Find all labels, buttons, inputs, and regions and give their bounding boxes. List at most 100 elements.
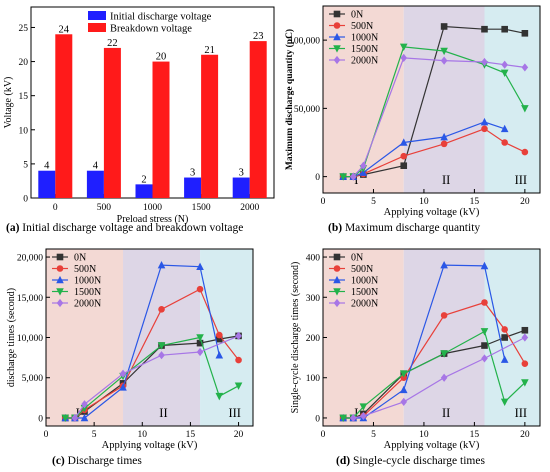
chart-b-ylabel: Maximum discharge quantity (pC) [284, 29, 295, 170]
chart-a-bar-initial [232, 177, 250, 198]
chart-b-legend-2000N: 2000N [351, 56, 378, 67]
chart-b-point-0N [481, 25, 488, 33]
chart-d-legend-marker [333, 265, 341, 272]
chart-a-xlabel: Preload stress (N) [117, 214, 189, 225]
chart-b-point-500N [440, 140, 448, 148]
chart-d-legend-500N: 500N [351, 264, 373, 275]
chart-b-legend-500N: 500N [351, 21, 373, 32]
chart-a-legend-swatch-breakdown [88, 23, 106, 32]
chart-a: 0 5 10 15 20 25 0 4 24 500 4 22 1000 2 20 1500 3 21 2000 3 2… [3, 6, 275, 225]
chart-d-legend-1500N: 1500N [351, 287, 378, 298]
chart-c-point-2000N [71, 413, 79, 423]
chart-b-point-1500N [521, 105, 529, 113]
chart-b-point-1500N [440, 47, 448, 56]
chart-c-legend-1500N: 1500N [74, 287, 101, 298]
chart-d-xtick-label: 10 [419, 430, 429, 440]
chart-b-legend-1500N: 1500N [351, 44, 378, 55]
chart-a-bar-breakdown [152, 61, 170, 199]
chart-b-zone-label-1: I [354, 173, 358, 187]
chart-c-legend-marker [56, 253, 64, 261]
chart-c-point-2000N [119, 369, 127, 378]
chart-a-xtick-label: 1500 [192, 203, 211, 213]
chart-a-ytick-label: 0 [23, 195, 28, 205]
chart-d-point-1500N [521, 379, 529, 387]
caption-a-text: Initial discharge voltage and breakdown … [19, 222, 244, 234]
caption-d-letter: (d) [336, 455, 351, 467]
chart-c-legend-marker [56, 298, 64, 308]
chart-a-bar-initial [135, 184, 153, 198]
chart-d-zone-label-3: III [515, 406, 528, 420]
chart-b-point-2000N [521, 63, 529, 72]
chart-d-point-1500N [480, 328, 489, 336]
chart-a-bar-breakdown [249, 41, 267, 198]
chart-d-point-2000N [521, 333, 529, 342]
chart-c-point-1000N [119, 383, 127, 391]
chart-c-legend-marker [56, 288, 64, 296]
chart-a-bar-initial [184, 177, 202, 198]
chart-a-ytick-label: 5 [23, 160, 28, 170]
chart-c-ytick-label: 0 [38, 414, 43, 424]
chart-b-point-1500N [339, 173, 347, 181]
chart-b-zone-label-2: II [442, 173, 450, 187]
chart-b-xtick-label: 20 [520, 197, 530, 207]
chart-a-ytick-label: 20 [19, 58, 29, 68]
chart-d-point-1000N [440, 260, 448, 269]
chart-d-point-500N [440, 312, 448, 319]
chart-b-legend-marker [333, 10, 341, 18]
chart-b-zone-label-3: III [515, 173, 528, 187]
chart-b-point-2000N [349, 172, 357, 181]
chart-a-ytick-label: 10 [19, 126, 29, 136]
chart-d-ytick-label: 100 [306, 374, 321, 384]
chart-a-data-label-initial: 3 [239, 168, 244, 179]
caption-c: (c) Discharge times [52, 455, 142, 467]
chart-c-point-1500N [157, 342, 166, 350]
chart-d-zone-2 [403, 249, 485, 426]
chart-c-point-2000N [196, 347, 204, 357]
chart-a-data-label-initial: 4 [44, 161, 50, 172]
chart-b-point-500N [400, 152, 408, 160]
chart-b-point-1500N [399, 43, 408, 52]
chart-a-data-label-initial: 2 [141, 174, 146, 185]
caption-d-text: Single-cycle discharge times [350, 455, 485, 467]
caption-d: (d) Single-cycle discharge times [336, 455, 485, 467]
chart-d-point-2000N [440, 373, 448, 382]
chart-b-xtick-label: 15 [470, 197, 480, 207]
chart-a-data-label-breakdown: 20 [156, 52, 167, 63]
chart-a-bar-initial [38, 170, 56, 198]
chart-b-point-2000N [440, 56, 448, 65]
chart-a-bar-initial [86, 170, 104, 198]
chart-c-ylabel: discharge times (second) [6, 288, 17, 387]
chart-a-xtick-label: 0 [53, 203, 58, 213]
chart-d-legend-marker [333, 253, 341, 261]
chart-a-ytick-label: 15 [19, 92, 29, 102]
chart-a-xtick-label: 500 [97, 203, 112, 213]
chart-c-point-1000N [157, 260, 166, 269]
chart-c-point-1000N [215, 351, 224, 359]
chart-a-ytick-label: 25 [19, 24, 29, 34]
chart-b-point-0N [440, 23, 448, 30]
chart-d-point-2000N [400, 397, 408, 406]
chart-b-ytick-label: 100,000 [289, 37, 320, 47]
chart-c-legend-marker [56, 275, 64, 284]
chart-b-point-1500N [500, 69, 509, 77]
chart-d-legend-2000N: 2000N [351, 299, 378, 310]
chart-b-legend-marker [333, 45, 341, 53]
chart-d-point-0N [501, 334, 508, 341]
chart-d-zone-label-1: I [354, 406, 358, 420]
chart-c-point-1500N [61, 414, 70, 423]
chart-c-point-2000N [235, 331, 242, 340]
chart-a-data-label-breakdown: 23 [253, 31, 264, 42]
chart-d-point-1500N [339, 414, 347, 423]
caption-a: (a) Initial discharge voltage and breakd… [6, 222, 243, 234]
chart-b-legend-marker [333, 55, 341, 65]
chart-d-legend-marker [333, 298, 341, 308]
chart-b-point-2000N [360, 161, 367, 170]
chart-d-point-500N [481, 299, 488, 306]
chart-d-xtick-label: 0 [321, 430, 326, 440]
chart-c-ytick-label: 15,000 [17, 294, 43, 304]
chart-d-legend-1000N: 1000N [351, 276, 378, 287]
chart-d-point-500N [521, 360, 529, 367]
chart-d-point-1500N [399, 370, 408, 378]
